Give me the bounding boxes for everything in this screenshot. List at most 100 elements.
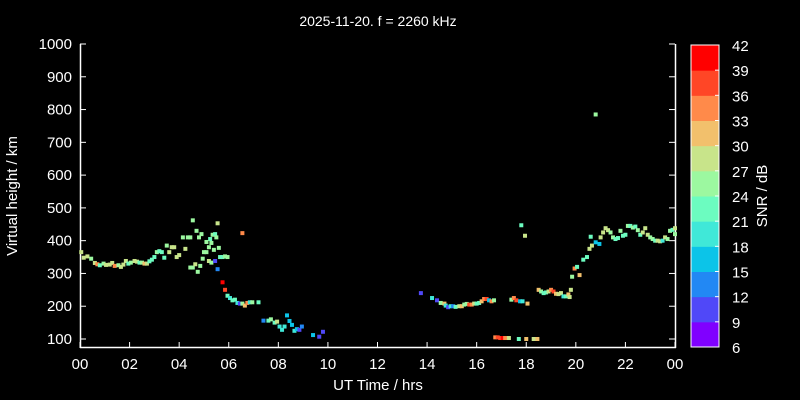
data-point (655, 238, 660, 243)
data-point (438, 300, 443, 305)
data-point (633, 224, 638, 229)
data-point (618, 228, 623, 233)
y-tick-label: 800 (47, 102, 72, 119)
data-point (489, 299, 494, 304)
x-tick-label: 00 (667, 356, 684, 373)
data-point (159, 250, 164, 255)
data-point (110, 260, 115, 265)
data-point (453, 304, 458, 309)
data-point (195, 269, 200, 274)
data-point (464, 301, 469, 306)
x-tick-label: 08 (270, 356, 287, 373)
data-point (177, 253, 182, 258)
colorbar-band (691, 95, 719, 121)
data-point (606, 228, 611, 233)
data-point (487, 298, 492, 303)
data-point (101, 261, 106, 266)
y-tick-label: 1000 (39, 36, 72, 53)
data-points (79, 112, 677, 341)
data-point (147, 259, 152, 264)
data-point (670, 227, 675, 232)
data-point (89, 256, 94, 261)
data-point (287, 318, 292, 323)
data-point (601, 230, 606, 235)
data-point (282, 324, 287, 329)
y-tick-label: 100 (47, 331, 72, 348)
data-point (157, 249, 162, 254)
data-point (237, 301, 242, 306)
data-point (261, 318, 266, 323)
data-point (209, 260, 214, 265)
data-point (285, 313, 290, 318)
data-point (457, 304, 462, 309)
data-point (451, 304, 456, 309)
data-point (554, 291, 558, 296)
data-point (149, 257, 154, 262)
data-point (211, 247, 216, 252)
y-tick-label: 700 (47, 134, 72, 151)
data-point (230, 298, 235, 303)
data-point (418, 291, 423, 296)
data-point (199, 232, 204, 237)
data-point (539, 289, 544, 294)
data-point (448, 304, 453, 309)
data-point (213, 258, 218, 263)
x-tick-label: 22 (617, 356, 634, 373)
colorbar-tick-label: 27 (732, 164, 749, 181)
data-point (625, 223, 630, 228)
data-point (188, 265, 193, 270)
data-point (112, 263, 117, 268)
data-point (240, 231, 245, 236)
colorbar-band (691, 170, 719, 197)
data-point (524, 337, 529, 341)
data-point (492, 298, 497, 303)
data-point (220, 280, 225, 285)
data-point (272, 320, 277, 325)
data-point (509, 297, 514, 302)
data-point (462, 302, 467, 307)
data-point (570, 274, 575, 279)
data-point (154, 250, 159, 255)
x-axis-label: UT Time / hrs (333, 377, 423, 394)
data-point (597, 241, 602, 246)
data-point (514, 298, 519, 303)
data-point (459, 304, 464, 309)
data-point (188, 235, 193, 240)
data-point (546, 289, 551, 294)
data-point (142, 261, 147, 266)
data-point (623, 232, 628, 237)
data-point (223, 287, 228, 292)
data-point (123, 258, 128, 263)
data-point (167, 250, 172, 255)
data-point (477, 300, 482, 305)
x-tick-label: 02 (121, 356, 138, 373)
data-point (493, 335, 498, 340)
data-point (558, 291, 563, 296)
plot-frame (79, 44, 677, 349)
data-point (467, 302, 472, 307)
data-point (472, 301, 477, 306)
x-tick-label: 12 (369, 356, 386, 373)
data-point (132, 258, 137, 263)
data-point (551, 289, 556, 294)
data-point (206, 258, 211, 263)
data-point (206, 245, 211, 250)
data-point (104, 262, 109, 267)
x-tick-label: 00 (72, 356, 89, 373)
colorbar-band (691, 196, 719, 222)
data-point (567, 295, 572, 300)
colorbar-tick-label: 18 (732, 239, 749, 256)
data-point (584, 255, 589, 260)
data-point (118, 264, 123, 269)
data-point (121, 262, 126, 267)
colorbar-tick-label: 15 (732, 265, 749, 282)
chart-title: 2025-11-20. f = 2260 kHz (299, 13, 456, 29)
y-tick-label: 600 (47, 167, 72, 184)
data-point (162, 255, 167, 260)
data-point (630, 225, 635, 230)
data-point (116, 263, 121, 268)
colorbar-band (691, 296, 719, 323)
data-point (225, 293, 230, 298)
x-tick-label: 20 (567, 356, 584, 373)
data-point (201, 250, 206, 255)
